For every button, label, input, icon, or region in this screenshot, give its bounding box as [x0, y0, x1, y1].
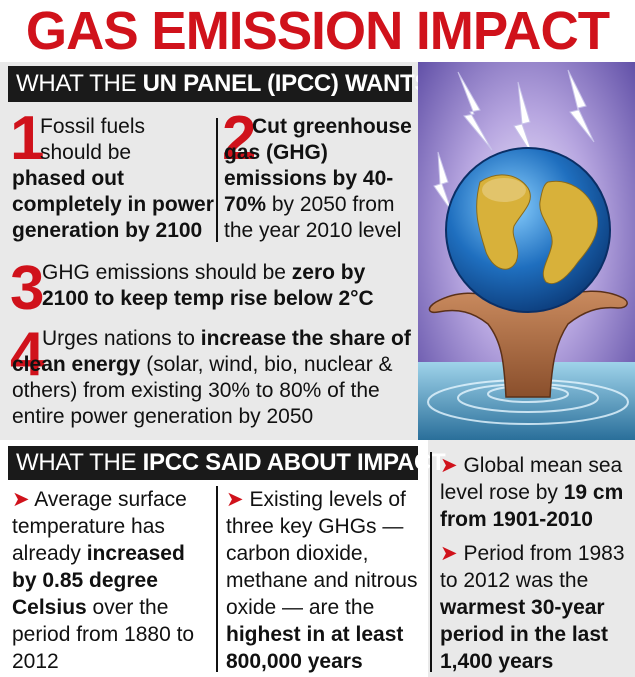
arrow-icon: ➤ [226, 488, 244, 511]
item-1-bold: phased out completely in power generatio… [12, 166, 214, 244]
item-4-bold: increase the share of clean energy [12, 327, 411, 376]
impact-col-3b: ➤ Period from 1983 to 2012 was the warme… [440, 540, 632, 675]
globe-svg [418, 62, 635, 440]
impact-col-2-plain1: Existing levels of three key GHGs — carb… [226, 488, 418, 619]
header-bold: IPCC SAID ABOUT IMPACT [142, 449, 446, 476]
item-number-3: 3 [10, 254, 45, 323]
divider [216, 486, 218, 672]
section-header-wants: WHAT THE UN PANEL (IPCC) WANTS [8, 66, 430, 102]
item-4-plain2: (solar, wind, bio, nuclear & others) fro… [12, 353, 393, 428]
impact-col-1: ➤ Average surface temperature has alread… [12, 486, 212, 675]
item-2-bold: Cut greenhouse gas (GHG) emissions by 40… [224, 115, 412, 216]
impact-col-3a-bold: 19 cm from 1901-2010 [440, 481, 624, 531]
header-prefix: WHAT THE [16, 449, 143, 476]
arrow-icon: ➤ [440, 542, 458, 565]
globe-illustration [418, 62, 635, 440]
item-1-lead: Fossil fuels should be [40, 114, 210, 166]
item-3-plain: GHG emissions should be [42, 261, 292, 284]
item-1-line2: should be [40, 141, 132, 164]
impact-col-3b-bold: warmest 30-year period in the last 1,400… [440, 596, 609, 673]
item-2-rest: by 2050 from the year 2010 level [224, 193, 402, 242]
header-bold: UN PANEL (IPCC) WANTS [142, 70, 431, 97]
item-3-bold: zero by 2100 to keep temp rise below 2°C [42, 261, 374, 310]
globe-icon [445, 147, 611, 313]
item-1-lead-text: Fossil fuels [40, 115, 146, 138]
section-header-impact: WHAT THE IPCC SAID ABOUT IMPACT [8, 446, 446, 480]
impact-col-1-bold: increased by 0.85 degree Celsius [12, 542, 185, 619]
impact-col-3a: ➤ Global mean sea level rose by 19 cm fr… [440, 452, 632, 533]
item-3-text: GHG emissions should be zero by 2100 to … [42, 260, 382, 312]
item-2-text: Cut greenhouse gas (GHG) emissions by 40… [224, 114, 412, 244]
item-number-4: 4 [10, 320, 45, 389]
arrow-icon: ➤ [12, 488, 30, 511]
impact-col-2-bold: highest in at least 800,000 years [226, 623, 404, 673]
impact-col-3b-plain1: Period from 1983 to 2012 was the [440, 542, 625, 592]
item-number-2: 2 [222, 104, 257, 173]
item-1-bold-text: phased out completely in power generatio… [12, 167, 214, 242]
divider [430, 452, 432, 672]
item-4-text: Urges nations to increase the share of c… [12, 326, 412, 430]
impact-col-2: ➤ Existing levels of three key GHGs — ca… [226, 486, 422, 675]
impact-col-1-plain1: Average surface temperature has already [12, 488, 187, 565]
item-4-plain1: Urges nations to [42, 327, 201, 350]
arrow-icon: ➤ [440, 454, 458, 477]
impact-col-3a-plain1: Global mean sea level rose by [440, 454, 623, 504]
page-title: GAS EMISSION IMPACT [6, 0, 629, 62]
impact-right-column [428, 440, 635, 677]
impact-col-1-plain2: over the period from 1880 to 2012 [12, 596, 195, 673]
header-prefix: WHAT THE [16, 70, 143, 97]
divider [216, 118, 218, 242]
lightning-icon [433, 69, 595, 213]
item-number-1: 1 [10, 104, 45, 173]
